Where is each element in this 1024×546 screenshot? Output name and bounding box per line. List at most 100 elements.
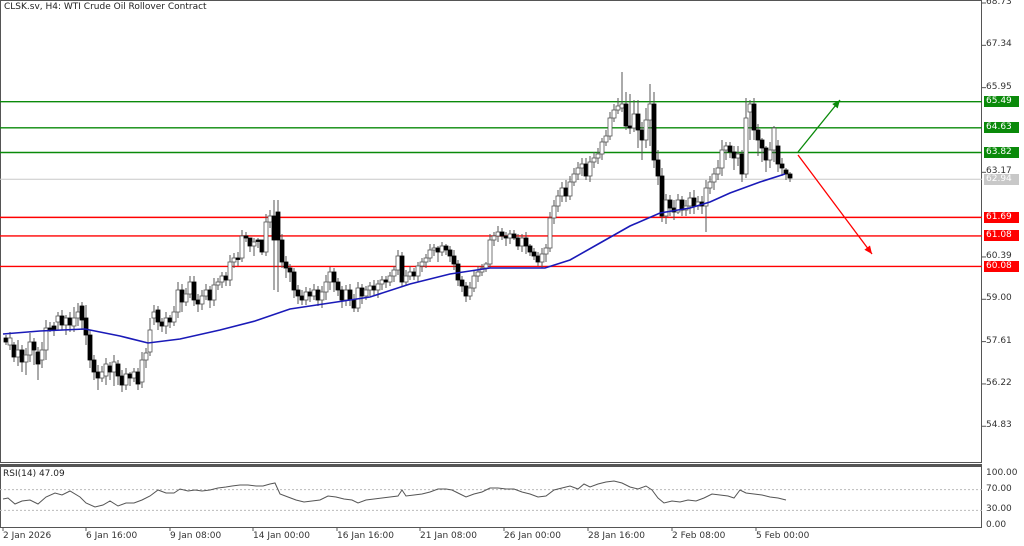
bullish-candle: [231, 257, 237, 263]
bullish-candle: [319, 291, 325, 301]
bullish-candle: [175, 289, 181, 313]
bullish-candle: [467, 287, 473, 297]
bullish-candle: [171, 311, 177, 323]
bullish-candle: [687, 197, 693, 207]
bullish-candle: [771, 127, 777, 151]
bullish-candle: [187, 281, 193, 295]
bearish-candle: [283, 261, 289, 269]
bearish-candle: [119, 375, 125, 386]
price-tick-label: 60.39: [986, 250, 1012, 261]
bearish-candle: [755, 129, 761, 141]
rsi-label: RSI(14) 47.09: [3, 469, 65, 479]
bearish-candle: [411, 271, 417, 277]
rsi-tick-label: 70.00: [986, 483, 1012, 494]
bearish-candle: [527, 245, 533, 253]
bullish-candle: [251, 241, 257, 247]
bearish-candle: [91, 359, 97, 373]
time-tick-label: 28 Jan 16:00: [588, 531, 645, 541]
bullish-candle: [7, 337, 13, 346]
bullish-candle: [143, 352, 149, 361]
bullish-candle: [427, 249, 433, 259]
resistance-price-tag: 65.49: [984, 96, 1019, 108]
price-tick-label: 54.83: [986, 420, 1012, 431]
bullish-candle: [767, 149, 773, 161]
bearish-candle: [51, 325, 57, 331]
bearish-candle: [295, 289, 301, 297]
bullish-candle: [647, 103, 653, 121]
bullish-candle: [419, 261, 425, 267]
bullish-candle: [323, 281, 329, 293]
rsi-line: [2, 480, 787, 508]
bullish-candle: [471, 275, 477, 289]
bearish-candle: [459, 279, 465, 287]
bullish-candle: [607, 117, 613, 137]
bearish-candle: [335, 281, 341, 291]
bullish-candle: [571, 173, 577, 183]
bullish-candle: [703, 187, 709, 207]
bullish-candle: [555, 195, 561, 207]
bullish-candle: [707, 181, 713, 189]
time-tick-label: 26 Jan 00:00: [504, 531, 561, 541]
bullish-candle: [719, 149, 725, 169]
bullish-candle: [395, 255, 401, 271]
bearish-scenario-arrow[interactable]: [797, 154, 873, 255]
bearish-candle: [259, 239, 265, 253]
bullish-candle: [715, 167, 721, 175]
bullish-candle: [239, 235, 245, 259]
bullish-candle: [75, 311, 81, 319]
bullish-candle: [407, 271, 413, 277]
bearish-candle: [691, 197, 697, 207]
chart-title: CLSK.sv, H4: WTI Crude Oil Rollover Cont…: [4, 2, 207, 12]
bearish-candle: [775, 145, 781, 165]
bearish-candle: [207, 289, 213, 301]
bearish-candle: [667, 199, 673, 209]
bullish-candle: [55, 315, 61, 323]
bearish-candle: [739, 153, 745, 175]
bearish-candle: [435, 247, 441, 253]
bullish-candle: [139, 359, 145, 383]
bearish-candle: [759, 139, 765, 149]
bullish-candle: [63, 317, 69, 326]
bullish-candle: [303, 291, 309, 301]
bearish-candle: [35, 351, 41, 365]
bullish-scenario-arrow[interactable]: [797, 99, 841, 153]
bullish-candle: [199, 295, 205, 305]
moving-average-line: [2, 173, 786, 344]
bullish-candle: [603, 135, 609, 143]
bullish-candle: [519, 237, 525, 247]
bullish-candle: [267, 215, 273, 223]
bullish-candle: [367, 285, 373, 291]
bearish-candle: [271, 215, 277, 241]
bearish-candle: [307, 291, 313, 297]
bearish-candle: [623, 103, 629, 127]
resistance-price-tag: 63.82: [984, 147, 1019, 158]
current-price-tag: 62.94: [984, 173, 1019, 185]
bearish-candle: [627, 125, 633, 129]
bullish-candle: [495, 231, 501, 237]
bearish-candle: [291, 271, 297, 291]
bullish-candle: [743, 117, 749, 175]
bearish-candle: [763, 147, 769, 161]
bullish-candle: [219, 275, 225, 283]
bullish-candle: [747, 103, 753, 113]
bullish-candle: [643, 119, 649, 141]
price-tick-label: 63.17: [986, 166, 1012, 177]
bearish-candle: [639, 129, 645, 141]
bearish-candle: [3, 337, 9, 343]
price-tick-label: 67.34: [986, 39, 1012, 50]
bullish-candle: [579, 163, 585, 169]
bullish-candle: [631, 113, 637, 129]
bearish-candle: [243, 235, 249, 239]
bullish-candle: [559, 187, 565, 197]
bearish-candle: [371, 285, 377, 291]
bullish-candle: [387, 275, 393, 283]
rsi-tick-label: 100.00: [986, 468, 1018, 478]
horizontal-levels[interactable]: [0, 100, 982, 268]
bullish-candle: [599, 141, 605, 155]
scenario-arrows[interactable]: [797, 99, 873, 255]
bearish-candle: [31, 341, 37, 351]
bearish-candle: [127, 373, 133, 379]
bullish-candle: [43, 327, 49, 351]
time-tick-label: 21 Jan 08:00: [420, 531, 477, 541]
